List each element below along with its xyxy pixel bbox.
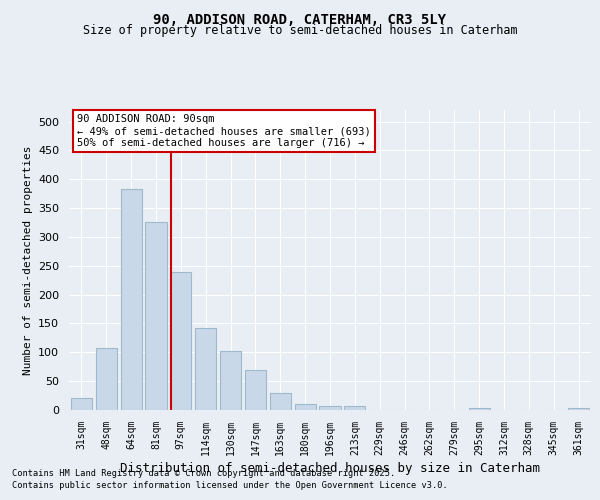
Bar xyxy=(220,351,241,410)
Text: 90, ADDISON ROAD, CATERHAM, CR3 5LY: 90, ADDISON ROAD, CATERHAM, CR3 5LY xyxy=(154,12,446,26)
Bar xyxy=(568,408,589,410)
Bar xyxy=(121,189,142,410)
Bar xyxy=(145,222,167,410)
Text: Contains HM Land Registry data © Crown copyright and database right 2025.: Contains HM Land Registry data © Crown c… xyxy=(12,468,395,477)
Bar xyxy=(96,348,117,410)
X-axis label: Distribution of semi-detached houses by size in Caterham: Distribution of semi-detached houses by … xyxy=(120,462,540,475)
Bar xyxy=(319,406,341,410)
Y-axis label: Number of semi-detached properties: Number of semi-detached properties xyxy=(23,145,32,375)
Text: Contains public sector information licensed under the Open Government Licence v3: Contains public sector information licen… xyxy=(12,481,448,490)
Bar xyxy=(344,406,365,410)
Bar xyxy=(270,392,291,410)
Bar xyxy=(195,328,216,410)
Bar xyxy=(295,404,316,410)
Bar xyxy=(71,398,92,410)
Bar xyxy=(170,272,191,410)
Text: Size of property relative to semi-detached houses in Caterham: Size of property relative to semi-detach… xyxy=(83,24,517,37)
Bar xyxy=(245,370,266,410)
Bar xyxy=(469,408,490,410)
Text: 90 ADDISON ROAD: 90sqm
← 49% of semi-detached houses are smaller (693)
50% of se: 90 ADDISON ROAD: 90sqm ← 49% of semi-det… xyxy=(77,114,371,148)
